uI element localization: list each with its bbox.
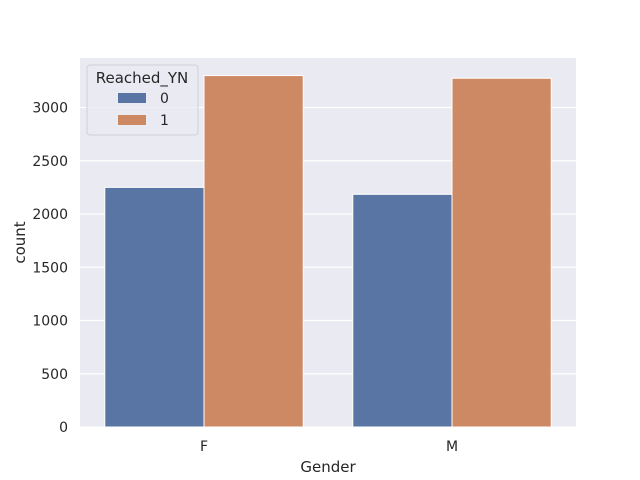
bar-F-series-1 [203,75,304,428]
y-tick-label: 2000 [32,207,68,223]
legend-label-0: 0 [160,91,169,107]
y-axis-label: count [11,221,29,263]
y-tick-label: 500 [41,367,68,383]
x-tick-label: F [200,439,208,455]
y-tick-label: 2500 [32,154,68,170]
y-tick-label: 1000 [32,314,68,330]
x-axis-label: Gender [300,458,356,476]
bars [104,75,552,428]
bar-F-series-0 [104,186,205,428]
legend-items: 01 [118,91,169,129]
bar-M-series-0 [352,193,453,428]
y-tick-label: 0 [59,420,68,436]
x-tick-label: M [446,439,458,455]
legend-label-1: 1 [160,113,169,129]
legend-title: Reached_YN [96,69,189,88]
bar-M-series-1 [451,77,552,428]
legend-swatch-1 [118,115,146,125]
legend-swatch-0 [118,93,146,103]
y-tick-label: 3000 [32,101,68,117]
legend: Reached_YN 01 [86,64,199,136]
y-tick-label: 1500 [32,260,68,276]
y-tick-labels: 0 500 1000 1500 2000 2500 3000 [32,101,68,436]
